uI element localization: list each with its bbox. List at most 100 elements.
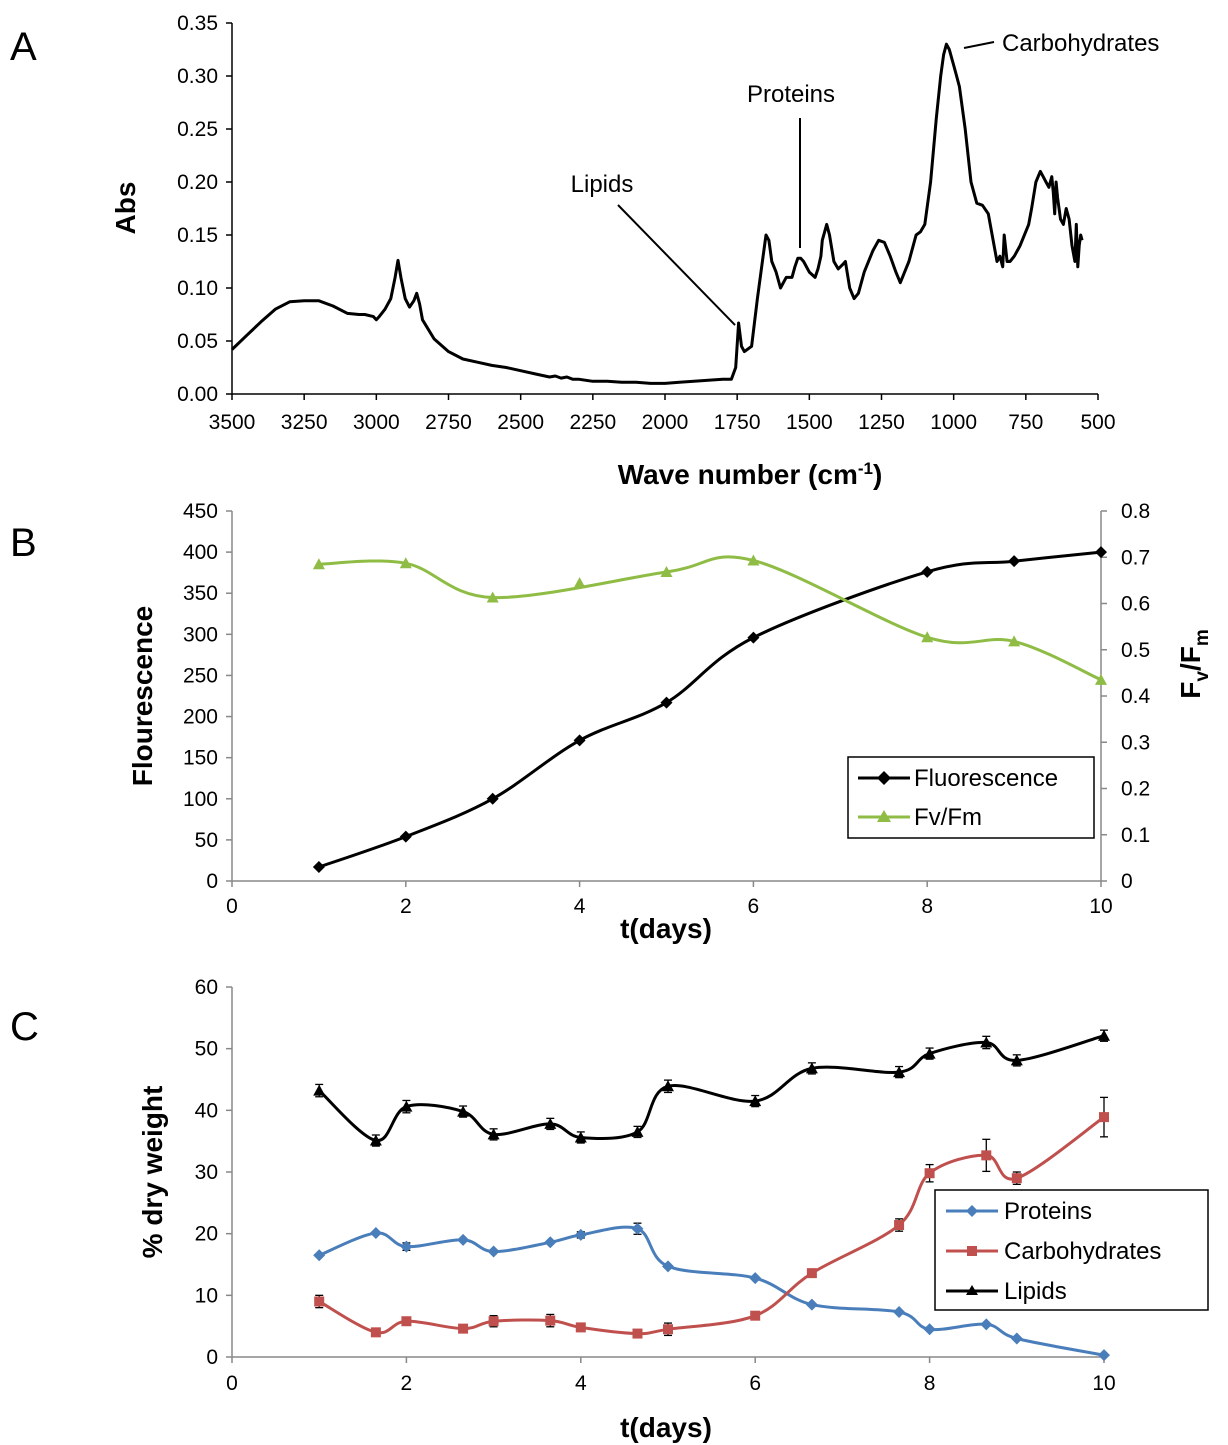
panel-c-series xyxy=(313,1029,1110,1362)
panel-b-point-fvfm xyxy=(747,554,760,566)
panel-c-x-tick-label: 2 xyxy=(401,1372,413,1395)
panel-c: C 0 10 20 30 40 50 60 0 2 4 6 8 10 % dry weight t(d… xyxy=(10,976,1209,1443)
panel-a-x-tick-label: 1000 xyxy=(930,411,977,434)
panel-c-x-axis-title: t(days) xyxy=(620,1412,712,1443)
panel-b-y2-axis-title: Fv/Fm xyxy=(1175,629,1213,698)
panel-b-point-fluorescence xyxy=(747,631,760,644)
panel-b-point-fvfm xyxy=(312,558,325,570)
panel-c-x-tick-label: 0 xyxy=(226,1372,238,1395)
panel-c-point-carbohydrates xyxy=(545,1315,556,1326)
panel-b-point-fluorescence xyxy=(1095,546,1107,559)
panel-c-x-tick-label: 8 xyxy=(924,1372,936,1395)
panel-c-point-lipids xyxy=(369,1134,382,1146)
panel-b-y-tick-label: 250 xyxy=(183,664,218,687)
panel-a-spectrum-line xyxy=(230,42,1084,385)
panel-c-point-proteins xyxy=(1010,1332,1023,1345)
annotation-proteins: Proteins xyxy=(747,81,835,108)
panel-b-x-tick-label: 8 xyxy=(921,895,933,918)
annotation-carbohydrates-leader xyxy=(963,41,995,49)
panel-c-point-lipids xyxy=(313,1084,326,1096)
panel-c-point-proteins xyxy=(749,1272,762,1285)
panel-a-y-tick-label: 0.00 xyxy=(177,383,218,406)
panel-b-y2-ticks: 0 0.1 0.2 0.3 0.4 0.5 0.6 0.7 0.8 xyxy=(1101,500,1151,893)
panel-b-y2label-sub2: m xyxy=(1192,629,1213,646)
panel-b-legend-label-fluorescence: Fluorescence xyxy=(914,765,1058,792)
panel-b-legend-box xyxy=(847,756,1095,839)
panel-a-x-tick-label: 2250 xyxy=(569,411,616,434)
panel-a-x-tick-label: 1750 xyxy=(714,411,761,434)
panel-a-y-tick-label: 0.15 xyxy=(177,224,218,247)
panel-c-point-carbohydrates xyxy=(488,1316,499,1327)
panel-c-point-carbohydrates xyxy=(894,1220,905,1231)
panel-c-point-lipids xyxy=(631,1125,644,1137)
panel-b-x-ticks: 0 2 4 6 8 10 xyxy=(226,881,1113,918)
panel-b-point-fvfm xyxy=(1008,635,1021,647)
panel-b-y2-tick-label: 0.8 xyxy=(1121,500,1150,523)
panel-b-point-fvfm xyxy=(573,577,586,589)
panel-b-x-tick-label: 2 xyxy=(400,895,412,918)
panel-c-y-axis-title: % dry weight xyxy=(137,1086,168,1259)
panel-b-y-tick-label: 50 xyxy=(195,829,218,852)
panel-c-y-tick-label: 30 xyxy=(195,1161,218,1184)
panel-c-point-carbohydrates xyxy=(981,1150,992,1161)
panel-c-point-carbohydrates xyxy=(663,1324,673,1335)
panel-b-point-fvfm xyxy=(486,591,499,603)
panel-c-point-carbohydrates xyxy=(1099,1112,1109,1123)
annotation-carbohydrates: Carbohydrates xyxy=(1002,30,1159,57)
panel-b-y2-tick-label: 0.7 xyxy=(1121,546,1150,569)
panel-a: A 0.000.050.100.150.200.250.300.35 3500 3… xyxy=(10,12,1159,490)
panel-a-annotations: Lipids Proteins Carbohydrates xyxy=(571,30,1159,326)
panel-c-point-carbohydrates xyxy=(1011,1173,1022,1184)
panel-c-x-ticks: 0 2 4 6 8 10 xyxy=(226,1357,1116,1395)
panel-a-y-tick-label: 0.10 xyxy=(177,277,218,300)
panel-c-series-line-lipids xyxy=(318,1034,1105,1143)
panel-a-x-tick-label: 2750 xyxy=(425,411,472,434)
panel-c-legend-marker-lipids xyxy=(966,1285,978,1295)
panel-c-y-tick-label: 10 xyxy=(195,1284,218,1307)
panel-c-x-tick-label: 10 xyxy=(1092,1372,1115,1395)
panel-b-y2label-f: F xyxy=(1175,682,1206,699)
panel-b-y2label-sub1: v xyxy=(1192,671,1213,682)
panel-c-point-lipids xyxy=(544,1117,557,1129)
panel-c-legend-marker-proteins xyxy=(966,1205,978,1217)
panel-a-y-tick-label: 0.30 xyxy=(177,65,218,88)
panel-c-point-lipids xyxy=(662,1080,674,1092)
panel-c-y-tick-label: 50 xyxy=(195,1038,218,1061)
panel-a-axes xyxy=(231,23,1098,395)
panel-b-y2-tick-label: 0.2 xyxy=(1121,778,1150,801)
panel-c-point-proteins xyxy=(662,1260,674,1273)
annotation-lipids: Lipids xyxy=(571,171,634,198)
panel-c-point-proteins xyxy=(805,1298,818,1311)
panel-c-point-lipids xyxy=(400,1100,413,1112)
panel-b-y2-tick-label: 0.4 xyxy=(1121,685,1151,708)
panel-b-y2-tick-label: 0 xyxy=(1121,870,1133,893)
panel-c-y-tick-label: 60 xyxy=(195,976,218,999)
panel-c-x-tick-label: 6 xyxy=(749,1372,761,1395)
panel-c-point-proteins xyxy=(980,1318,993,1331)
panel-b-y-tick-label: 0 xyxy=(206,870,218,893)
panel-a-x-tick-label: 2500 xyxy=(497,411,544,434)
panel-b-point-fvfm xyxy=(1095,673,1107,685)
panel-c-point-carbohydrates xyxy=(401,1316,412,1327)
panel-c-point-lipids xyxy=(457,1105,470,1117)
panel-c-point-lipids xyxy=(893,1066,906,1078)
panel-b-letter: B xyxy=(10,521,37,565)
panel-b-series-line-fvfm xyxy=(318,555,1102,682)
panel-c-y-tick-label: 20 xyxy=(195,1223,218,1246)
panel-c-point-lipids xyxy=(805,1062,818,1074)
panel-a-x-tick-label: 500 xyxy=(1080,411,1115,434)
panel-c-point-carbohydrates xyxy=(750,1310,761,1321)
panel-c-point-lipids xyxy=(1098,1029,1110,1041)
panel-a-xlabel-main: Wave number (cm xyxy=(618,459,858,490)
panel-c-point-lipids xyxy=(923,1047,936,1059)
panel-b-y2label-mid: /F xyxy=(1175,646,1206,671)
panel-a-x-tick-label: 2000 xyxy=(642,411,689,434)
panel-b-point-fluorescence xyxy=(399,830,412,843)
panel-c-point-proteins xyxy=(544,1236,557,1249)
panel-a-x-tick-label: 1250 xyxy=(858,411,905,434)
panel-c-legend-label-lipids: Lipids xyxy=(1004,1278,1067,1305)
panel-c-y-tick-label: 0 xyxy=(206,1346,218,1369)
panel-c-x-tick-label: 4 xyxy=(575,1372,587,1395)
